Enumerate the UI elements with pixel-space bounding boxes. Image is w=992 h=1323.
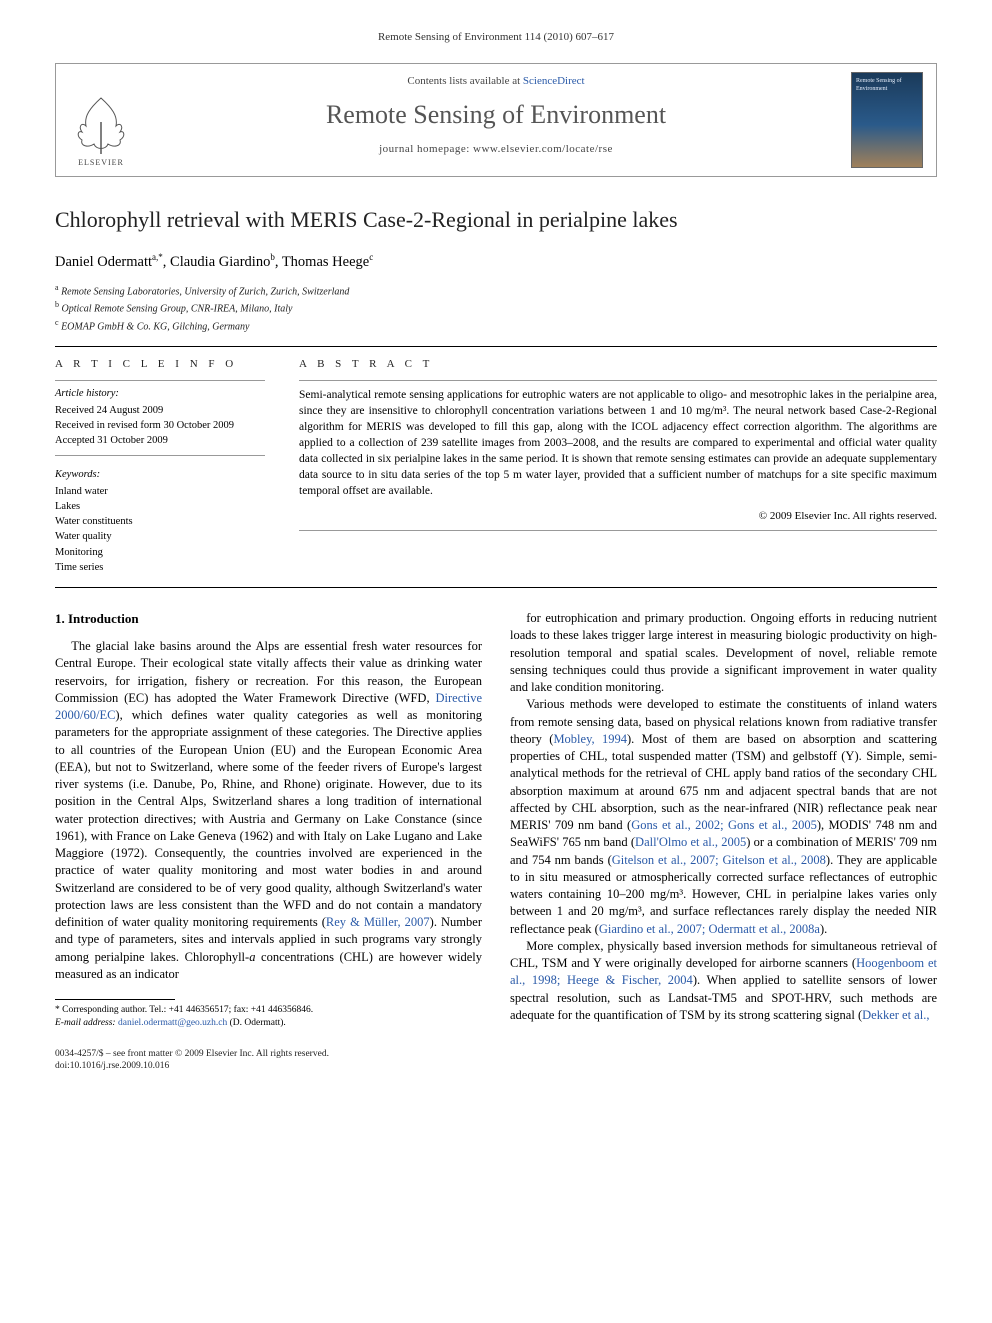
email-tail: (D. Odermatt). [230, 1018, 286, 1028]
abstract-text: Semi-analytical remote sensing applicati… [299, 387, 937, 500]
citation-link[interactable]: Mobley, 1994 [553, 732, 627, 746]
body-paragraph-3: Various methods were developed to estima… [510, 696, 937, 938]
svg-text:ELSEVIER: ELSEVIER [78, 158, 124, 167]
email-address[interactable]: daniel.odermatt@geo.uzh.ch [118, 1018, 227, 1028]
article-info-block: A R T I C L E I N F O Article history: R… [55, 357, 265, 575]
footer-left: 0034-4257/$ – see front matter © 2009 El… [55, 1048, 329, 1074]
citation-link[interactable]: Dekker et al., [862, 1008, 929, 1022]
affil-text-a: Remote Sensing Laboratories, University … [61, 286, 349, 297]
affil-mark-a: a [55, 283, 59, 292]
article-title: Chlorophyll retrieval with MERIS Case-2-… [55, 205, 937, 235]
footnote-separator [55, 999, 175, 1000]
article-meta-row: A R T I C L E I N F O Article history: R… [55, 357, 937, 575]
copyright-line: © 2009 Elsevier Inc. All rights reserved… [299, 509, 937, 524]
keyword-4: Water quality [55, 529, 265, 544]
body-paragraph-2: for eutrophication and primary productio… [510, 610, 937, 696]
history-received: Received 24 August 2009 [55, 403, 265, 418]
journal-homepage-line: journal homepage: www.elsevier.com/locat… [152, 142, 840, 157]
citation-link[interactable]: Hoogenboom et al., 1998; Heege & Fischer… [510, 956, 937, 987]
abstract-label: A B S T R A C T [299, 357, 937, 372]
citation-link[interactable]: Dall'Olmo et al., 2005 [635, 835, 746, 849]
body-paragraph-1: The glacial lake basins around the Alps … [55, 638, 482, 983]
sciencedirect-link[interactable]: ScienceDirect [523, 75, 585, 87]
divider-bottom [55, 587, 937, 588]
citation-link[interactable]: Rey & Müller, 2007 [326, 915, 430, 929]
abstract-divider [299, 380, 937, 381]
keywords-label: Keywords: [55, 468, 265, 482]
history-label: Article history: [55, 387, 265, 401]
author-1-marks: a,* [152, 252, 163, 262]
section-1-heading: 1. Introduction [55, 610, 482, 628]
cover-thumb-cell: Remote Sensing of Environment [846, 64, 936, 176]
author-2-marks: b [270, 252, 275, 262]
running-head: Remote Sensing of Environment 114 (2010)… [55, 30, 937, 45]
author-3: Thomas Heege [282, 253, 369, 269]
journal-cover-thumbnail: Remote Sensing of Environment [851, 72, 923, 168]
masthead-center: Contents lists available at ScienceDirec… [146, 64, 846, 176]
footnote-corr: * Corresponding author. Tel.: +41 446356… [55, 1004, 482, 1017]
history-accepted: Accepted 31 October 2009 [55, 433, 265, 448]
divider-top [55, 346, 937, 347]
citation-link[interactable]: Giardino et al., 2007; Odermatt et al., … [599, 922, 820, 936]
affil-text-c: EOMAP GmbH & Co. KG, Gilching, Germany [61, 321, 249, 332]
journal-masthead: ELSEVIER Contents lists available at Sci… [55, 63, 937, 177]
affiliation-b: b Optical Remote Sensing Group, CNR-IREA… [55, 299, 937, 316]
author-1: Daniel Odermatt [55, 253, 152, 269]
author-3-marks: c [369, 252, 373, 262]
keyword-1: Inland water [55, 484, 265, 499]
contents-available-line: Contents lists available at ScienceDirec… [152, 74, 840, 89]
affil-mark-b: b [55, 300, 59, 309]
abstract-divider-bottom [299, 530, 937, 531]
author-list: Daniel Odermatta,*, Claudia Giardinob, T… [55, 251, 937, 272]
info-divider-2 [55, 455, 265, 456]
article-info-label: A R T I C L E I N F O [55, 357, 265, 372]
keyword-3: Water constituents [55, 514, 265, 529]
footer-issn-line: 0034-4257/$ – see front matter © 2009 El… [55, 1048, 329, 1061]
abstract-block: A B S T R A C T Semi-analytical remote s… [299, 357, 937, 575]
history-revised: Received in revised form 30 October 2009 [55, 418, 265, 433]
body-paragraph-4: More complex, physically based inversion… [510, 938, 937, 1024]
affiliation-c: c EOMAP GmbH & Co. KG, Gilching, Germany [55, 317, 937, 334]
affil-text-b: Optical Remote Sensing Group, CNR-IREA, … [62, 304, 293, 315]
page-footer: 0034-4257/$ – see front matter © 2009 El… [55, 1048, 937, 1074]
homepage-prefix: journal homepage: [379, 143, 473, 155]
corresponding-author-footnote: * Corresponding author. Tel.: +41 446356… [55, 1004, 482, 1030]
citation-link[interactable]: Directive 2000/60/EC [55, 691, 482, 722]
affil-mark-c: c [55, 318, 59, 327]
elsevier-logo: ELSEVIER [70, 92, 132, 168]
affiliation-a: a Remote Sensing Laboratories, Universit… [55, 282, 937, 299]
email-label: E-mail address: [55, 1018, 116, 1028]
publisher-logo-cell: ELSEVIER [56, 64, 146, 176]
keyword-5: Monitoring [55, 545, 265, 560]
citation-link[interactable]: Gitelson et al., 2007; Gitelson et al., … [612, 853, 826, 867]
footnote-email-line: E-mail address: daniel.odermatt@geo.uzh.… [55, 1017, 482, 1030]
cover-label: Remote Sensing of Environment [856, 77, 918, 93]
article-body: 1. Introduction The glacial lake basins … [55, 610, 937, 1030]
contents-prefix: Contents lists available at [407, 75, 522, 87]
footer-doi-line: doi:10.1016/j.rse.2009.10.016 [55, 1060, 329, 1073]
homepage-url[interactable]: www.elsevier.com/locate/rse [473, 143, 613, 155]
affiliations: a Remote Sensing Laboratories, Universit… [55, 282, 937, 334]
info-divider [55, 380, 265, 381]
journal-name: Remote Sensing of Environment [152, 97, 840, 132]
keyword-2: Lakes [55, 499, 265, 514]
citation-link[interactable]: Gons et al., 2002; Gons et al., 2005 [631, 818, 817, 832]
author-2: Claudia Giardino [170, 253, 270, 269]
keyword-6: Time series [55, 560, 265, 575]
elsevier-tree-icon: ELSEVIER [70, 92, 132, 168]
